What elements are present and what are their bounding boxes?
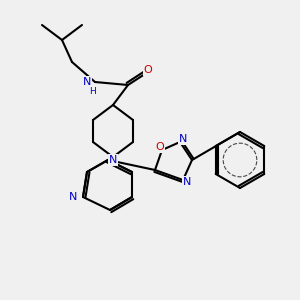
Text: N: N (69, 192, 77, 202)
Text: N: N (179, 134, 187, 144)
Text: H: H (90, 88, 96, 97)
Text: N: N (183, 177, 191, 187)
Text: O: O (144, 65, 152, 75)
Text: N: N (109, 155, 117, 165)
Text: O: O (156, 142, 164, 152)
Text: N: N (83, 77, 91, 87)
